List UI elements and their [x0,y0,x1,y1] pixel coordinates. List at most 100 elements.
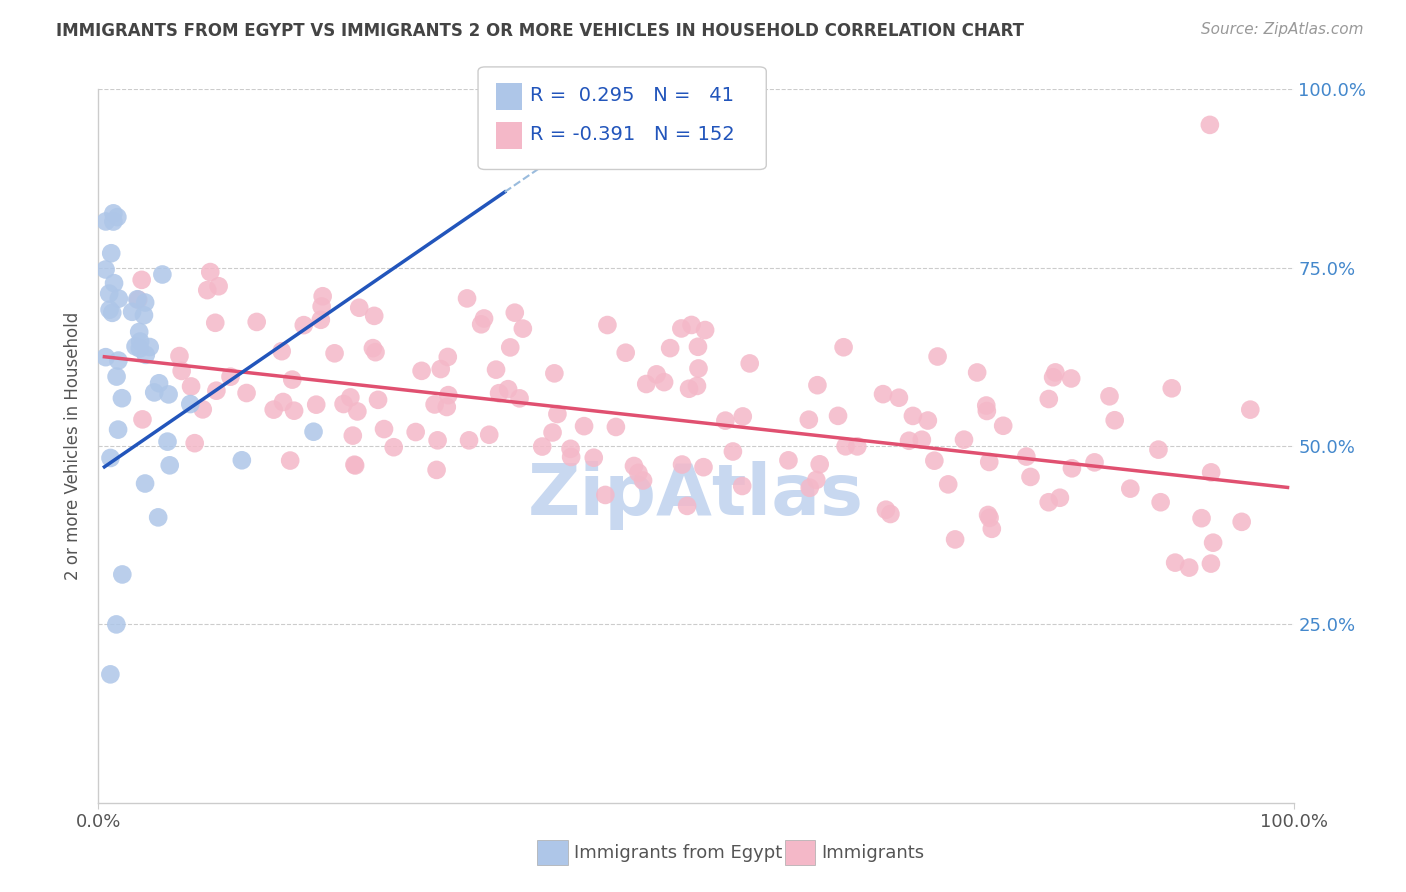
Point [832,340,855,354]
Point [343,458,366,472]
Point [131,412,153,426]
Point [436,400,458,414]
Point [332,397,354,411]
Point [595,488,617,502]
Point [1042,370,1064,384]
Point [979,511,1001,525]
Point [263,402,285,417]
Point [686,379,709,393]
Point [311,300,333,314]
Point [94,214,117,228]
Point [323,346,346,360]
Point [692,460,714,475]
Point [605,420,627,434]
Point [349,301,371,315]
Point [437,388,460,402]
Point [107,353,129,368]
Point [426,463,449,477]
Point [111,567,134,582]
Point [799,481,821,495]
Point [887,391,910,405]
Point [157,387,180,401]
Point [778,453,800,467]
Point [1147,442,1170,457]
Point [138,340,160,354]
Point [195,283,218,297]
Point [405,425,427,439]
Point [100,246,122,260]
Point [346,404,368,418]
Point [808,457,831,471]
Point [339,390,361,404]
Point [169,349,191,363]
Point [231,453,253,467]
Point [714,414,737,428]
Point [1239,402,1261,417]
Point [927,350,949,364]
Point [652,375,675,389]
Point [219,369,242,384]
Point [179,397,201,411]
Point [94,350,117,364]
Point [105,617,128,632]
Point [148,510,170,524]
Point [924,453,946,467]
Point [1019,470,1042,484]
Point [627,466,650,480]
Point [879,507,901,521]
Point [1230,515,1253,529]
Point [98,286,121,301]
Point [980,522,1002,536]
Point [827,409,849,423]
Text: IMMIGRANTS FROM EGYPT VS IMMIGRANTS 2 OR MORE VEHICLES IN HOUSEHOLD CORRELATION : IMMIGRANTS FROM EGYPT VS IMMIGRANTS 2 OR… [56,22,1024,40]
Point [361,341,384,355]
Point [246,315,269,329]
Point [292,318,315,333]
Point [1164,556,1187,570]
Point [98,667,122,681]
Point [953,433,976,447]
Point [302,425,325,439]
Point [1104,413,1126,427]
Point [623,458,645,473]
Point [1045,365,1067,379]
Point [976,404,998,418]
Point [936,477,959,491]
Point [834,439,856,453]
Point [429,362,451,376]
Point [478,427,501,442]
Point [1015,450,1038,464]
Point [107,423,129,437]
Point [101,306,124,320]
Point [278,453,301,467]
Point [382,440,405,454]
Point [688,361,710,376]
Point [183,436,205,450]
Point [977,508,1000,522]
Point [695,323,717,337]
Point [1202,535,1225,549]
Text: Source: ZipAtlas.com: Source: ZipAtlas.com [1201,22,1364,37]
Point [1049,491,1071,505]
Point [1191,511,1213,525]
Point [979,455,1001,469]
Point [180,379,202,393]
Point [686,340,709,354]
Point [614,345,637,359]
Point [94,262,117,277]
Point [721,444,744,458]
Point [738,356,761,370]
Point [509,392,531,406]
Point [281,373,304,387]
Point [456,292,478,306]
Point [676,499,699,513]
Point [128,342,150,356]
Point [560,442,582,456]
Point [342,428,364,442]
Point [731,479,754,493]
Point [283,403,305,417]
Point [470,318,492,332]
Point [309,313,332,327]
Point [426,434,449,448]
Point [363,309,385,323]
